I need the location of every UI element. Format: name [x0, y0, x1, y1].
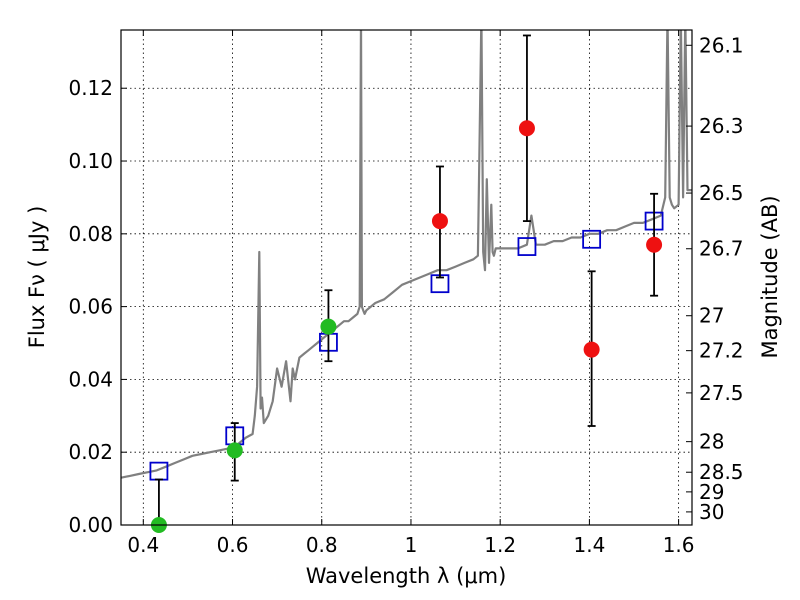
x-tick-label: 1.2: [484, 533, 516, 557]
template-square-marker: [582, 229, 602, 249]
data-point-green: [226, 442, 243, 459]
model-spectrum-line: [121, 30, 692, 479]
x-axis-label: Wavelength λ (μm): [306, 564, 507, 588]
template-square-marker: [517, 237, 537, 256]
grid: [121, 30, 692, 526]
y-tick-label: 0.12: [68, 76, 113, 100]
plot-background: [121, 30, 692, 525]
data-point-green: [320, 318, 337, 335]
y-tick-label: 0.00: [68, 513, 113, 537]
y2-tick-label: 26.3: [699, 114, 744, 138]
y2-tick-label: 26.5: [699, 181, 744, 205]
y-tick-label: 0.08: [68, 222, 113, 246]
y-tick-label: 0.10: [68, 149, 113, 173]
y2-tick-label: 29: [699, 480, 724, 504]
y2-tick-label: 27: [699, 304, 724, 328]
y2-tick-label: 27.2: [699, 339, 744, 363]
y2-tick-label: 27.5: [699, 381, 744, 405]
y2-axis-label: Magnitude (AB): [758, 195, 782, 358]
x-tick-label: 1.4: [573, 533, 605, 557]
markers-group: [149, 34, 664, 533]
y-tick-label: 0.06: [68, 295, 113, 319]
data-point-red: [518, 120, 535, 137]
plot-frame: [120, 29, 693, 526]
data-point-red: [431, 213, 448, 230]
data-point-red: [583, 341, 600, 358]
x-tick-label: 0.4: [127, 533, 159, 557]
x-tick-label: 1: [405, 533, 418, 557]
y2-tick-label: 28.5: [699, 460, 744, 484]
x-tick-label: 1.6: [663, 533, 695, 557]
x-tick-label: 0.6: [217, 533, 249, 557]
ticks: 0.4 0.6 0.8 1 1.2 1.4 1.6 0.00 0.02 0.04 0.06 0.08 0…: [68, 30, 744, 557]
y2-tick-label: 26.7: [699, 237, 744, 261]
y2-tick-label: 30: [699, 500, 724, 524]
y-axis-label: Flux Fν ( μJy ): [25, 206, 49, 349]
data-point-red: [646, 236, 663, 253]
y2-tick-label: 26.1: [699, 33, 744, 57]
y-tick-label: 0.04: [68, 367, 113, 391]
y2-tick-label: 28: [699, 430, 724, 454]
y-tick-label: 0.02: [68, 440, 113, 464]
x-tick-label: 0.8: [306, 533, 338, 557]
series-group: [121, 30, 692, 479]
